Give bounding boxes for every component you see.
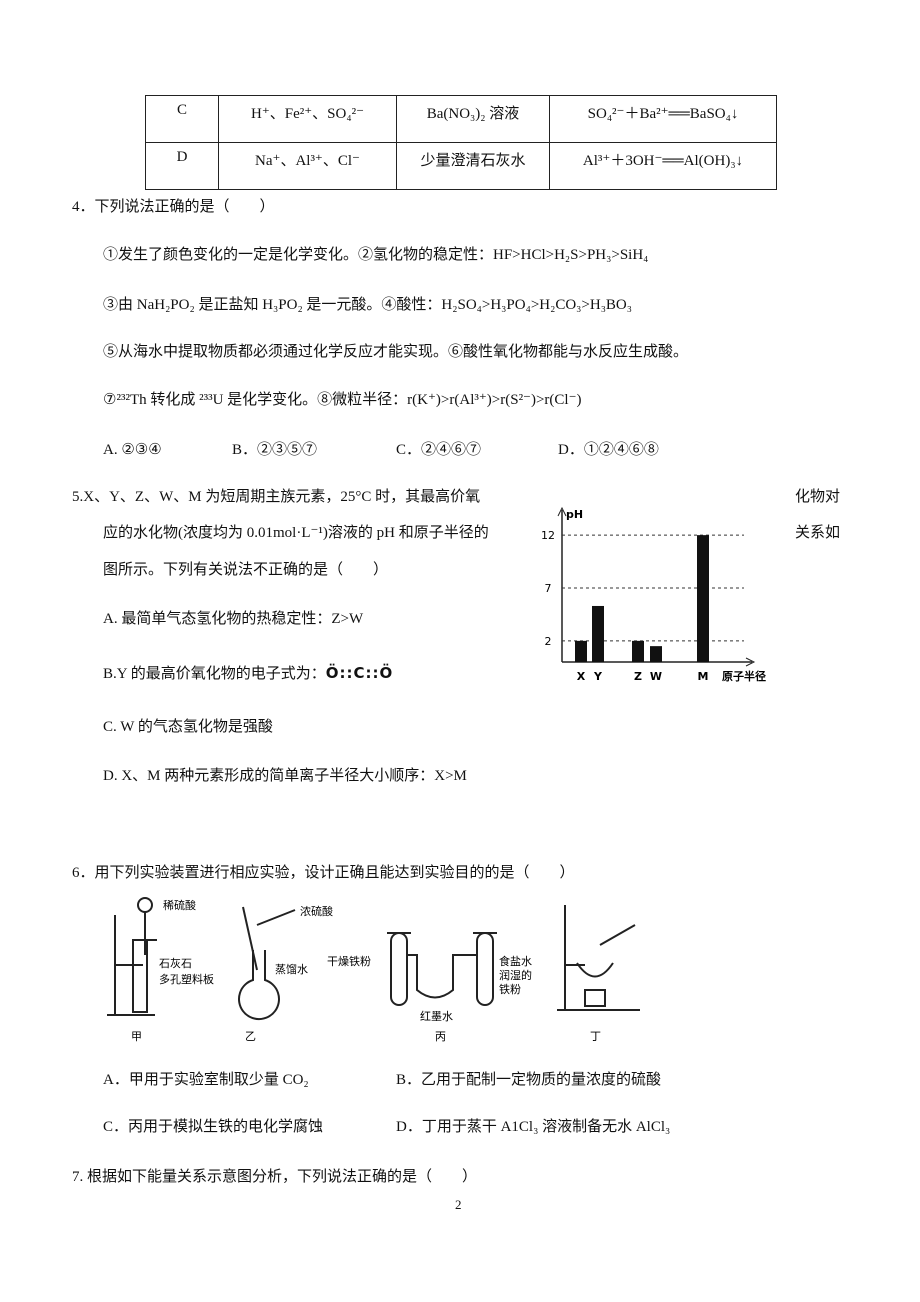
option: C．②④⑥⑦ <box>396 442 482 458</box>
x-tick-label: W <box>650 670 662 683</box>
question-stem: 5.X、Y、Z、W、M 为短周期主族元素，25°C 时，其最高价氧 <box>72 489 481 505</box>
question-stem: 关系如 <box>795 525 841 541</box>
bar <box>575 640 587 662</box>
bar <box>697 535 709 662</box>
electron-formula: Ö::C::Ö <box>325 664 394 682</box>
option: C. W 的气态氢化物是强酸 <box>103 719 273 735</box>
label: 石灰石 <box>159 956 192 970</box>
x-tick-label: Y <box>593 670 603 683</box>
question-stem: 图所示。下列有关说法不正确的是（ ） <box>103 562 389 578</box>
apparatus-figure: 稀硫酸 石灰石 多孔塑料板 甲 浓硫酸 蒸馏水 乙 干燥铁粉 红墨水 食盐水 润… <box>107 897 640 1043</box>
cell: C <box>145 95 219 143</box>
page-number: 2 <box>455 1197 462 1212</box>
option: D. X、M 两种元素形成的简单离子半径大小顺序：X>M <box>103 768 467 784</box>
label: 浓硫酸 <box>300 904 333 918</box>
y-tick-label: 12 <box>541 529 555 542</box>
y-axis-label: pH <box>566 508 583 521</box>
apparatus-bing <box>387 932 497 1006</box>
apparatus-yi <box>238 906 296 1020</box>
cell: SO₄²⁻＋Ba²⁺══BaSO₄↓ <box>549 95 777 143</box>
option-text: B.Y 的最高价氧化物的电子式为： <box>103 666 326 682</box>
x-tick-label: X <box>577 670 586 683</box>
label: 干燥铁粉 <box>327 955 371 968</box>
cell: Al³⁺＋3OH⁻══Al(OH)₃↓ <box>549 142 777 190</box>
cell: H⁺、Fe²⁺、SO₄²⁻ <box>218 95 397 143</box>
y-arrow <box>557 506 567 517</box>
bar <box>632 640 644 662</box>
label: 甲 <box>131 1030 142 1043</box>
option: A. ②③④ <box>103 442 162 458</box>
statement: ⑦²³²Th 转化成 ²³³U 是化学变化。⑧微粒半径：r(K⁺)>r(Al³⁺… <box>103 392 582 408</box>
bar <box>650 646 662 662</box>
bar <box>592 605 604 662</box>
option: B．②③⑤⑦ <box>232 442 318 458</box>
x-axis-label: 原子半径 <box>722 669 766 683</box>
x-tick-label: Z <box>634 670 642 683</box>
label: 润湿的 <box>499 968 532 982</box>
ion-table: C H⁺、Fe²⁺、SO₄²⁻ Ba(NO₃)₂ 溶液 SO₄²⁻＋Ba²⁺══BaS… <box>145 95 777 190</box>
label: 多孔塑料板 <box>159 972 214 986</box>
question-stem: 7. 根据如下能量关系示意图分析，下列说法正确的是（ ） <box>72 1169 478 1185</box>
question-stem: 4．下列说法正确的是（ ） <box>72 199 275 215</box>
x-arrow <box>745 657 756 667</box>
cell: 少量澄清石灰水 <box>396 142 550 190</box>
cell: Na⁺、Al³⁺、Cl⁻ <box>218 142 397 190</box>
question-stem: 6．用下列实验装置进行相应实验，设计正确且能达到实验目的的是（ ） <box>72 865 575 881</box>
option: D．丁用于蒸干 A1Cl₃ 溶液制备无水 AlCl₃ <box>396 1119 671 1135</box>
label: 丙 <box>435 1030 446 1043</box>
x-tick-label: M <box>698 670 709 683</box>
label: 铁粉 <box>499 983 521 996</box>
option: B．乙用于配制一定物质的量浓度的硫酸 <box>396 1072 662 1088</box>
apparatus-ding <box>557 905 640 1011</box>
option: A．甲用于实验室制取少量 CO₂ <box>103 1072 309 1088</box>
ph-chart: pH 原子半径 2 7 12 X Y Z W M <box>541 506 766 683</box>
option: B.Y 的最高价氧化物的电子式为：Ö::C::Ö <box>103 663 393 684</box>
label: 红墨水 <box>420 1010 453 1023</box>
apparatus-jia <box>107 897 157 1016</box>
label: 乙 <box>245 1030 256 1043</box>
label: 稀硫酸 <box>163 898 196 912</box>
label: 丁 <box>590 1030 601 1043</box>
y-tick-label: 2 <box>545 635 552 648</box>
y-tick-label: 7 <box>545 582 552 595</box>
label: 食盐水 <box>499 954 532 968</box>
question-stem: 应的水化物(浓度均为 0.01mol·L⁻¹)溶液的 pH 和原子半径的 <box>103 525 489 541</box>
option: D．①②④⑥⑧ <box>558 442 659 458</box>
option: C．丙用于模拟生铁的电化学腐蚀 <box>103 1119 324 1135</box>
statement: ⑤从海水中提取物质都必须通过化学反应才能实现。⑥酸性氧化物都能与水反应生成酸。 <box>103 344 689 360</box>
cell: Ba(NO₃)₂ 溶液 <box>396 95 550 143</box>
option: A. 最简单气态氢化物的热稳定性：Z>W <box>103 611 364 627</box>
label: 蒸馏水 <box>275 962 308 976</box>
statement: ③由 NaH₂PO₂ 是正盐知 H₃PO₂ 是一元酸。④酸性：H₂SO₄>H₃P… <box>103 297 632 313</box>
statement: ①发生了颜色变化的一定是化学变化。②氢化物的稳定性：HF>HCl>H₂S>PH₃… <box>103 247 649 263</box>
question-stem: 化物对 <box>795 489 841 505</box>
cell: D <box>145 142 219 190</box>
